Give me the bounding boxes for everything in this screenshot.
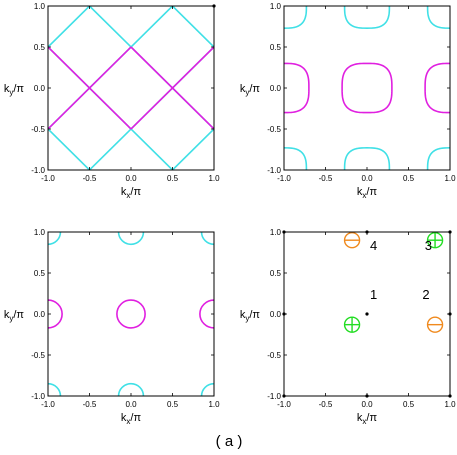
pocket-cyan-contour (343, 6, 391, 29)
x-tick-label: 1.0 (444, 400, 456, 409)
series-magenta-segment (130, 46, 214, 130)
point-label: 2 (422, 287, 429, 302)
plus-marker (426, 231, 444, 249)
x-axis-label: kx/π (121, 186, 142, 200)
x-tick-label: -1.0 (41, 400, 55, 409)
y-tick-label: 0.5 (270, 43, 282, 52)
x-tick-label: 0.5 (167, 400, 179, 409)
y-tick-label: 1.0 (34, 2, 46, 11)
panel-top-right: -1.0 -0.5 0.0 0.5 1.0 -1.0 -0.5 0.0 0.5 1.0 kx/π ky… (240, 2, 456, 200)
plot-frame (47, 5, 215, 171)
pocket-cyan-contour (426, 6, 450, 29)
x-tick-label: 1.0 (208, 174, 220, 183)
x-tick-label: -1.0 (41, 174, 55, 183)
pocket-cyan-circle (117, 232, 145, 246)
x-axis-label: kx/π (357, 186, 378, 200)
y-tick-label: -1.0 (267, 392, 281, 401)
x-axis-label: kx/π (121, 412, 142, 426)
pocket-cyan-circle (117, 382, 145, 396)
y-tick-label: 0.5 (270, 269, 282, 278)
y-axis-label: ky/π (240, 83, 261, 97)
figure-caption: ( a ) (216, 433, 243, 450)
pocket-cyan-contour (284, 6, 308, 29)
y-tick-label: 1.0 (270, 228, 282, 237)
pocket-magenta-contour (284, 62, 310, 114)
y-tick-label: -0.5 (267, 351, 281, 360)
x-tick-label: 0.0 (125, 400, 137, 409)
plot-area (48, 6, 214, 170)
pocket-magenta-circle (116, 299, 146, 329)
minus-marker (343, 231, 361, 249)
pocket-cyan-contour (343, 147, 391, 170)
y-tick-label: 0.0 (34, 84, 46, 93)
panel-top-left: -1.0 -0.5 0.0 0.5 1.0 -1.0 -0.5 0.0 0.5 1.0 kx/π ky… (4, 2, 220, 200)
panel-bottom-left: -1.0 -0.5 0.0 0.5 1.0 -1.0 -0.5 0.0 0.5 1.0 kx/π ky… (4, 228, 220, 426)
y-tick-label: -0.5 (31, 351, 45, 360)
x-tick-label: 1.0 (208, 400, 220, 409)
series-cyan-segment (171, 6, 214, 48)
x-tick-label: 0.5 (403, 174, 415, 183)
x-tick-label: -0.5 (319, 400, 333, 409)
series-cyan-segment (48, 6, 91, 48)
plot-area (284, 6, 450, 170)
y-tick-label: -1.0 (31, 392, 45, 401)
x-tick-label: -0.5 (319, 174, 333, 183)
x-tick-label: 1.0 (444, 174, 456, 183)
y-axis-label: ky/π (4, 83, 25, 97)
y-tick-label: 0.0 (270, 310, 282, 319)
y-tick-label: -1.0 (31, 166, 45, 175)
y-tick-label: 1.0 (270, 2, 282, 11)
point-label: 4 (370, 238, 377, 253)
plot-frame (47, 231, 215, 397)
y-tick-label: 0.0 (34, 310, 46, 319)
x-tick-label: -1.0 (277, 174, 291, 183)
y-axis-label: ky/π (4, 309, 25, 323)
series-cyan-segment (48, 128, 91, 170)
x-tick-label: 0.5 (403, 400, 415, 409)
minus-marker (426, 316, 444, 333)
point-label: 1 (370, 287, 377, 302)
x-tick-label: -0.5 (83, 400, 97, 409)
pocket-magenta-circle (48, 299, 63, 329)
x-tick-label: 0.0 (125, 174, 137, 183)
pocket-magenta-contour (424, 62, 450, 114)
pocket-magenta-contour (341, 62, 393, 114)
y-tick-label: -0.5 (267, 125, 281, 134)
y-tick-label: 0.5 (34, 269, 46, 278)
y-tick-label: 0.0 (270, 84, 282, 93)
x-tick-label: -0.5 (83, 174, 97, 183)
series-cyan-segment (171, 128, 214, 170)
y-tick-label: 0.5 (34, 43, 46, 52)
pocket-cyan-contour (284, 147, 308, 170)
y-tick-label: -0.5 (31, 125, 45, 134)
y-axis-label: ky/π (240, 309, 261, 323)
x-tick-label: 0.5 (167, 174, 179, 183)
plot-area (48, 232, 214, 396)
series-magenta-segment (48, 46, 132, 130)
plus-marker (343, 316, 361, 333)
data-point (365, 312, 369, 316)
point-label: 3 (425, 238, 432, 253)
y-tick-label: 1.0 (34, 228, 46, 237)
panel-bottom-right: 1 2 3 4 -1.0 -0.5 0.0 0.5 1.0 -1.0 -0.5 0.0 0.5 1.0 kx… (240, 228, 456, 426)
x-tick-label: 0.0 (361, 400, 373, 409)
x-axis-label: kx/π (357, 412, 378, 426)
x-tick-label: 0.0 (361, 174, 373, 183)
y-tick-label: -1.0 (267, 166, 281, 175)
x-tick-label: -1.0 (277, 400, 291, 409)
